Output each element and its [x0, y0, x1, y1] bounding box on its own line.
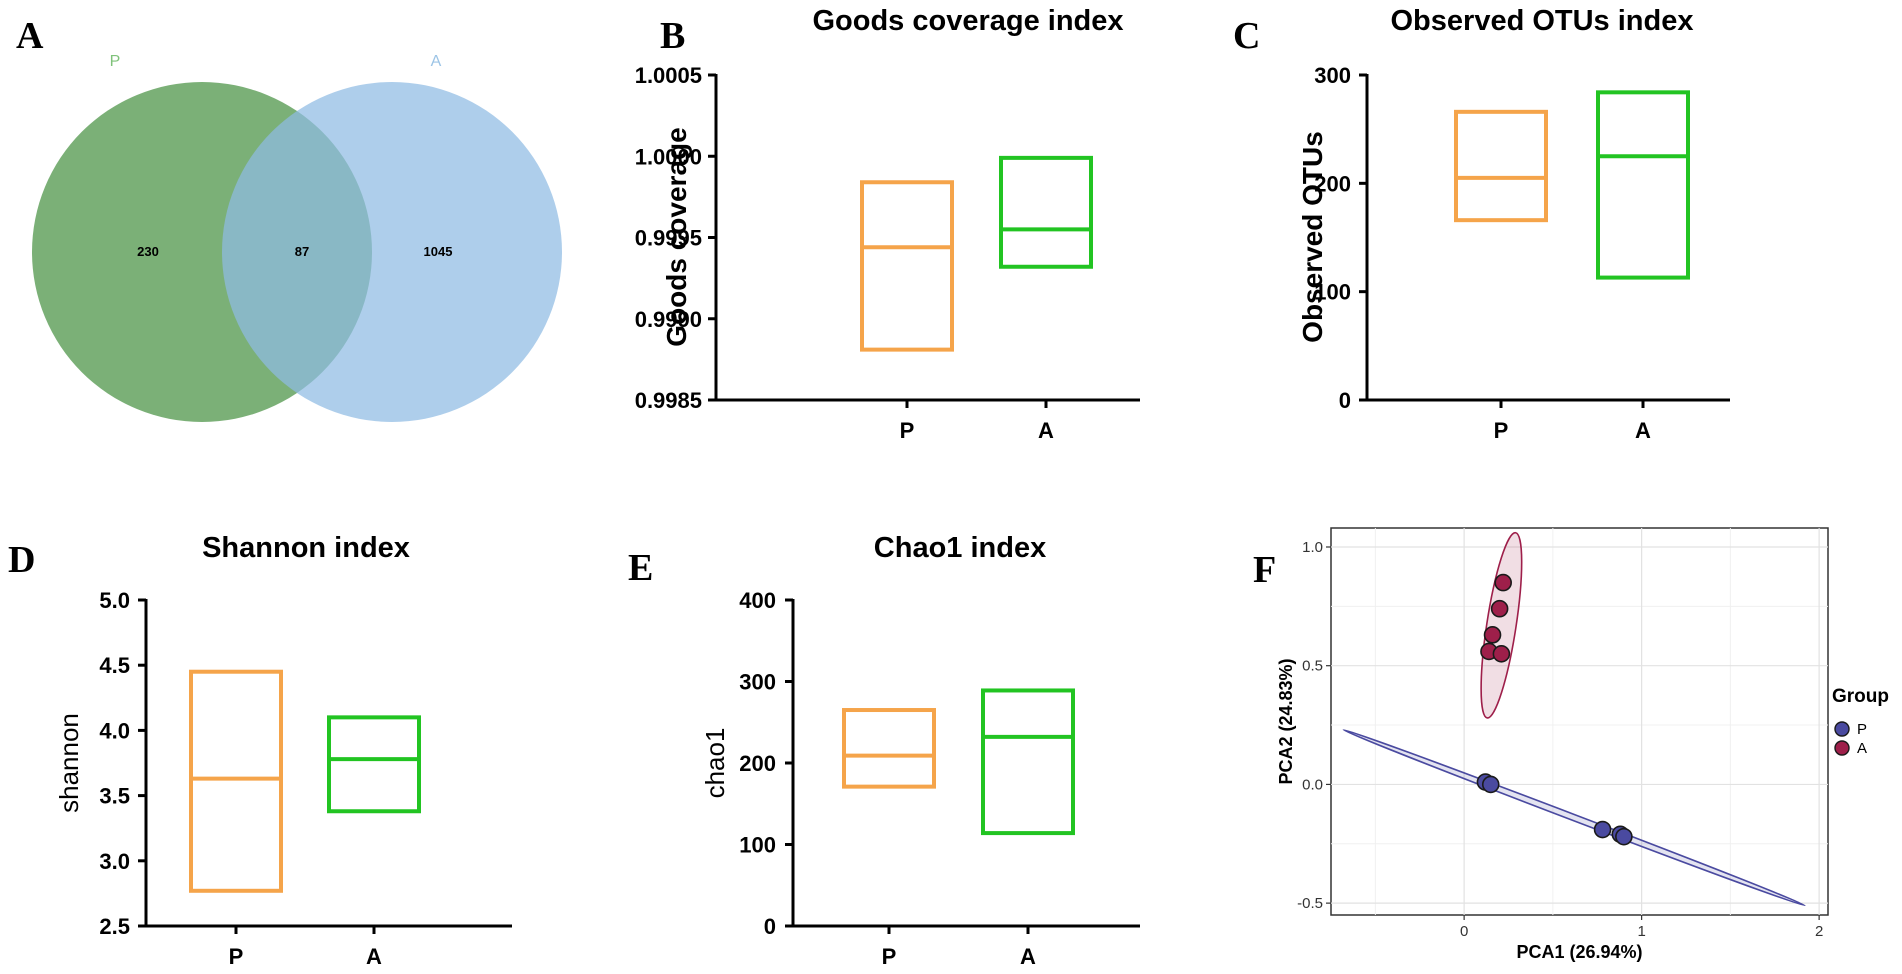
x-tick-label: 1	[1637, 923, 1645, 940]
box-a	[1596, 90, 1690, 280]
y-tick-label: 200	[739, 751, 776, 776]
y-tick-label: 0.9990	[635, 307, 702, 332]
x-tick-label-p: P	[882, 944, 897, 969]
x-tick-label: 2	[1815, 923, 1823, 940]
panel-label-e: E	[628, 547, 653, 589]
x-tick-label-a: A	[366, 944, 382, 969]
shannon-chart: Shannon index shannon 2.5 3.0 3.5 4.0 4.5 5.0 P A	[54, 532, 512, 969]
panel-label-d: D	[8, 539, 35, 581]
y-tick-label: 0.0	[1302, 776, 1323, 793]
box-p	[860, 180, 954, 352]
data-point-a	[1492, 645, 1511, 663]
y-axis-label: shannon	[54, 713, 84, 813]
y-axis-label: Observed OTUs	[1297, 131, 1328, 343]
x-axis-label: PCA1 (26.94%)	[1516, 942, 1642, 962]
y-axis-label: PCA2 (24.83%)	[1276, 658, 1296, 784]
y-axis-label: chao1	[700, 728, 730, 799]
y-tick-label: 0.5	[1302, 658, 1323, 675]
legend-label-p: P	[1857, 721, 1867, 738]
y-tick-label: 300	[1314, 63, 1351, 88]
x-tick-label-p: P	[229, 944, 244, 969]
y-tick-label: 4.0	[99, 718, 130, 743]
data-point-p	[1481, 775, 1500, 794]
panel-label-a: A	[16, 15, 44, 57]
panel-label-c: C	[1233, 15, 1260, 57]
observed-otus-chart: Observed OTUs index Observed OTUs 0 100 200 3…	[1297, 5, 1730, 443]
data-point-p	[1615, 827, 1633, 846]
panel-label-f: F	[1253, 549, 1276, 591]
data-point-a	[1490, 599, 1509, 618]
y-tick-label: 300	[739, 670, 776, 695]
box-a	[327, 715, 421, 814]
chart-title: Goods coverage index	[812, 5, 1123, 37]
box-a	[981, 688, 1075, 836]
x-tick-label: 0	[1460, 923, 1468, 940]
y-tick-label: 200	[1314, 171, 1351, 196]
legend-title: Group	[1832, 686, 1889, 707]
venn-diagram: P A 230 87 1045	[32, 53, 562, 422]
y-tick-label: 3.0	[99, 849, 130, 874]
x-tick-label-p: P	[1494, 418, 1509, 443]
x-tick-label-a: A	[1038, 418, 1054, 443]
box-a	[999, 155, 1093, 269]
data-point-a	[1483, 626, 1502, 644]
y-tick-label: 4.5	[99, 653, 130, 678]
y-tick-label: 0	[764, 914, 776, 939]
venn-set-label-p: P	[110, 53, 121, 70]
y-tick-label: 5.0	[99, 588, 130, 613]
box-p	[842, 708, 936, 789]
y-tick-label: 400	[739, 588, 776, 613]
venn-count-p-only: 230	[137, 244, 159, 259]
y-tick-label: -0.5	[1297, 895, 1323, 912]
x-tick-label-p: P	[900, 418, 915, 443]
venn-count-a-only: 1045	[424, 244, 453, 259]
legend-label-a: A	[1857, 740, 1867, 757]
goods-coverage-chart: Goods coverage index Goods coverage 0.9985…	[635, 5, 1140, 443]
chart-title: Shannon index	[202, 532, 410, 564]
y-axis-label: Goods coverage	[661, 127, 692, 346]
data-point-p	[1593, 820, 1612, 839]
y-tick-label: 3.5	[99, 784, 130, 809]
pca-chart: -0.5 0.0 0.5 1.0 0 1 2 PCA1 (26.94%) PCA2 (24.83…	[1276, 527, 1889, 962]
confidence-ellipse-a	[1480, 531, 1523, 719]
legend-swatch-a	[1834, 740, 1850, 756]
box-p	[1454, 109, 1548, 223]
venn-circle-a	[222, 82, 562, 422]
y-tick-label: 0.9995	[635, 226, 702, 251]
chart-title: Chao1 index	[874, 532, 1046, 564]
chao1-chart: Chao1 index chao1 0 100 200 300 400 P A	[700, 532, 1140, 969]
venn-count-overlap: 87	[295, 244, 309, 259]
y-tick-label: 1.0005	[635, 63, 702, 88]
y-tick-label: 1.0	[1302, 539, 1323, 556]
y-tick-label: 100	[739, 833, 776, 858]
confidence-ellipse-p	[1342, 728, 1806, 907]
venn-set-label-a: A	[431, 53, 442, 70]
y-tick-label: 100	[1314, 280, 1351, 305]
legend-swatch-p	[1834, 721, 1850, 737]
y-tick-label: 2.5	[99, 914, 130, 939]
box-p	[189, 669, 283, 893]
data-point-a	[1494, 573, 1512, 592]
y-tick-label: 1.0000	[635, 144, 702, 169]
y-tick-label: 0	[1339, 388, 1351, 413]
panel-label-b: B	[660, 15, 685, 57]
y-tick-label: 0.9985	[635, 388, 702, 413]
x-tick-label-a: A	[1635, 418, 1651, 443]
chart-title: Observed OTUs index	[1391, 5, 1694, 37]
x-tick-label-a: A	[1020, 944, 1036, 969]
plot-panel	[1330, 527, 1829, 916]
